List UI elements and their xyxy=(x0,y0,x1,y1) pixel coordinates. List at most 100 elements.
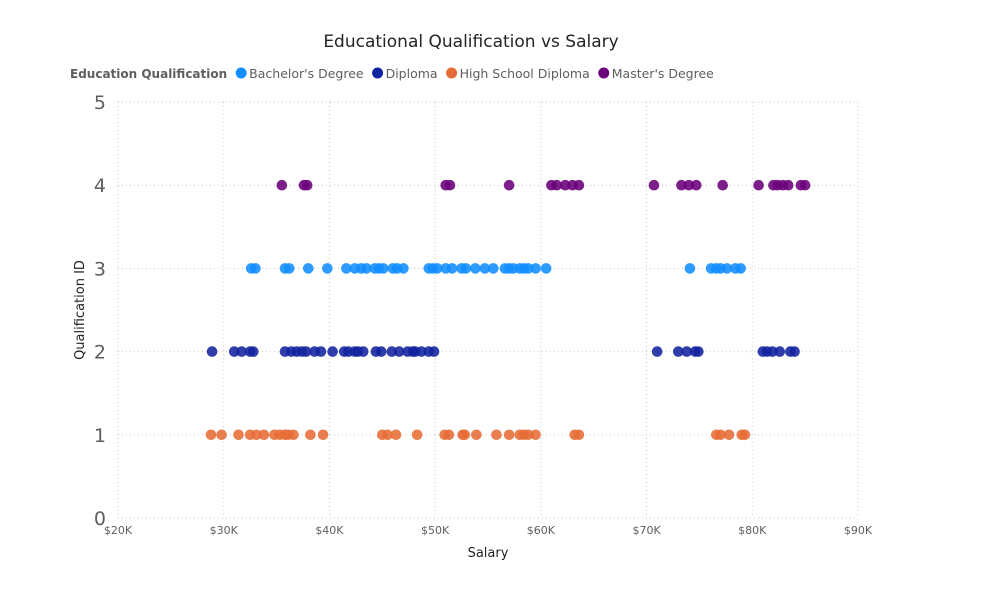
data-point[interactable] xyxy=(721,263,733,274)
data-point[interactable] xyxy=(283,263,295,274)
data-point[interactable] xyxy=(398,263,409,274)
data-point[interactable] xyxy=(460,263,472,274)
data-point[interactable] xyxy=(276,179,288,191)
legend-item[interactable]: Bachelor's Degree xyxy=(235,66,364,81)
data-point[interactable] xyxy=(684,263,696,274)
data-point[interactable] xyxy=(753,179,764,191)
data-point[interactable] xyxy=(375,346,387,357)
data-point[interactable] xyxy=(305,429,316,441)
data-point[interactable] xyxy=(443,429,455,441)
data-point[interactable] xyxy=(416,346,427,357)
data-point[interactable] xyxy=(540,263,552,274)
data-point[interactable] xyxy=(431,263,443,274)
data-point[interactable] xyxy=(723,429,735,441)
data-point[interactable] xyxy=(378,263,389,274)
x-tick-label: $50K xyxy=(421,524,450,537)
data-point[interactable] xyxy=(288,429,299,441)
data-point[interactable] xyxy=(250,263,261,274)
data-point[interactable] xyxy=(206,346,218,357)
legend-item[interactable]: Master's Degree xyxy=(598,66,714,81)
data-point[interactable] xyxy=(300,346,312,357)
data-point[interactable] xyxy=(672,346,684,357)
data-point[interactable] xyxy=(739,429,751,441)
y-tick-label: 1 xyxy=(94,425,106,447)
data-point[interactable] xyxy=(317,429,329,441)
data-point[interactable] xyxy=(782,179,794,191)
x-axis-label: Salary xyxy=(468,546,509,561)
x-tick-label: $60K xyxy=(527,524,556,537)
x-axis-ticks: $20K $30K $40K $50K $60K $70K $80K $90K xyxy=(104,524,873,537)
data-point[interactable] xyxy=(228,346,240,357)
data-point[interactable] xyxy=(471,429,482,441)
legend-label: High School Diploma xyxy=(460,66,590,81)
y-tick-label: 5 xyxy=(94,92,106,114)
data-point[interactable] xyxy=(487,263,499,274)
data-points[interactable] xyxy=(205,179,811,441)
data-point[interactable] xyxy=(233,429,244,441)
data-point[interactable] xyxy=(251,429,262,441)
data-point[interactable] xyxy=(446,263,458,274)
legend-item[interactable]: Diploma xyxy=(372,66,438,81)
data-point[interactable] xyxy=(341,263,352,274)
data-point[interactable] xyxy=(393,346,405,357)
data-point[interactable] xyxy=(573,429,585,441)
data-point[interactable] xyxy=(551,179,563,191)
data-point[interactable] xyxy=(799,179,811,191)
data-point[interactable] xyxy=(690,179,702,191)
data-point[interactable] xyxy=(470,263,481,274)
legend[interactable]: Education Qualification Bachelor's Degre… xyxy=(70,66,714,81)
data-point[interactable] xyxy=(248,346,259,357)
data-point[interactable] xyxy=(322,263,333,274)
x-tick-label: $70K xyxy=(632,524,661,537)
data-point[interactable] xyxy=(735,263,746,274)
data-point[interactable] xyxy=(715,429,726,441)
data-point[interactable] xyxy=(236,346,247,357)
data-point[interactable] xyxy=(459,429,471,441)
data-point[interactable] xyxy=(411,429,423,441)
data-point[interactable] xyxy=(717,179,728,191)
data-point[interactable] xyxy=(693,346,704,357)
data-point[interactable] xyxy=(767,346,778,357)
y-tick-label: 4 xyxy=(94,175,106,197)
data-point[interactable] xyxy=(530,429,541,441)
data-point[interactable] xyxy=(390,429,402,441)
legend-marker-icon xyxy=(598,67,610,79)
data-point[interactable] xyxy=(530,263,541,274)
data-point[interactable] xyxy=(522,429,534,441)
data-point[interactable] xyxy=(683,179,695,191)
data-point[interactable] xyxy=(301,179,313,191)
data-point[interactable] xyxy=(681,346,693,357)
data-point[interactable] xyxy=(573,179,585,191)
data-point[interactable] xyxy=(559,179,571,191)
data-point[interactable] xyxy=(676,179,687,191)
data-point[interactable] xyxy=(327,346,338,357)
chart-title: Educational Qualification vs Salary xyxy=(323,32,618,52)
y-tick-label: 2 xyxy=(94,342,106,364)
data-point[interactable] xyxy=(258,429,270,441)
data-point[interactable] xyxy=(503,179,515,191)
data-point[interactable] xyxy=(205,429,217,441)
data-point[interactable] xyxy=(651,346,663,357)
data-point[interactable] xyxy=(774,346,786,357)
data-point[interactable] xyxy=(491,429,502,441)
data-point[interactable] xyxy=(357,346,369,357)
legend-label: Master's Degree xyxy=(612,66,714,81)
data-point[interactable] xyxy=(382,429,393,441)
data-point[interactable] xyxy=(216,429,227,441)
data-point[interactable] xyxy=(386,346,398,357)
data-point[interactable] xyxy=(648,179,660,191)
data-point[interactable] xyxy=(522,263,534,274)
y-axis-ticks: 0 1 2 3 4 5 xyxy=(94,92,106,530)
data-point[interactable] xyxy=(361,263,372,274)
data-point[interactable] xyxy=(503,429,515,441)
data-point[interactable] xyxy=(479,263,491,274)
data-point[interactable] xyxy=(789,346,800,357)
legend-item[interactable]: High School Diploma xyxy=(446,66,590,81)
data-point[interactable] xyxy=(302,263,314,274)
data-point[interactable] xyxy=(428,346,440,357)
legend-label: Bachelor's Degree xyxy=(249,66,364,81)
data-point[interactable] xyxy=(315,346,327,357)
data-point[interactable] xyxy=(444,179,456,191)
x-tick-label: $40K xyxy=(315,524,344,537)
